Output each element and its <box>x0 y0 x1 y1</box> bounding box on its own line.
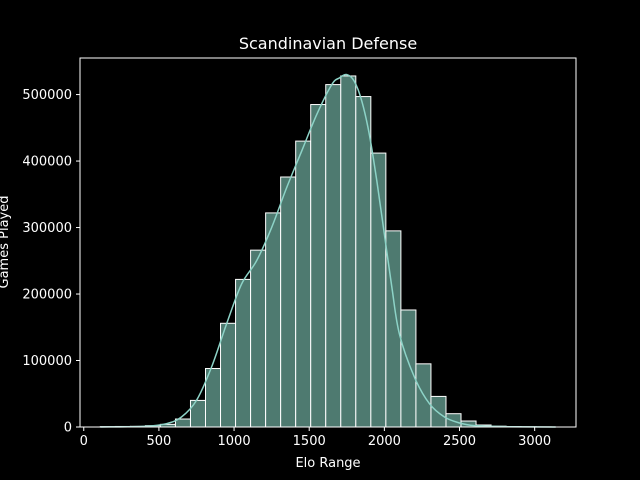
histogram-bar <box>250 249 267 428</box>
histogram-bar <box>295 140 312 428</box>
histogram-bar <box>400 309 417 428</box>
y-tick-label: 400000 <box>22 155 72 170</box>
histogram-bar <box>310 104 327 428</box>
histogram-bar <box>325 84 342 428</box>
histogram-bar <box>189 399 207 428</box>
x-tick-label: 2500 <box>443 434 476 449</box>
y-tick-label: 300000 <box>22 221 72 236</box>
y-tick-label: 500000 <box>22 88 72 103</box>
x-tick-label: 500 <box>146 434 171 449</box>
y-tick-label: 0 <box>64 421 72 436</box>
x-tick-label: 0 <box>80 434 88 449</box>
histogram-bar <box>235 278 252 428</box>
x-tick-label: 3000 <box>518 434 551 449</box>
histogram-bar <box>355 96 372 428</box>
x-tick-label: 1000 <box>218 434 251 449</box>
plot-frame <box>79 57 577 428</box>
kde-curve <box>100 73 556 428</box>
histogram-bar <box>220 322 237 428</box>
histogram-bar <box>340 75 357 428</box>
y-tick-label: 200000 <box>22 288 72 303</box>
y-axis-ticks: 0 100000 200000 300000 400000 500000 <box>22 88 80 436</box>
histogram-bar <box>265 212 282 428</box>
y-axis-label: Games Played <box>0 196 12 289</box>
chart-title: Scandinavian Defense <box>239 34 417 53</box>
x-tick-label: 2000 <box>368 434 401 449</box>
x-axis-ticks: 0 500 1000 1500 2000 2500 3000 <box>80 427 551 449</box>
histogram-bar <box>280 176 297 428</box>
histogram-bar <box>430 395 447 428</box>
y-tick-label: 100000 <box>22 354 72 369</box>
x-axis-label: Elo Range <box>295 456 360 471</box>
x-tick-label: 1500 <box>293 434 326 449</box>
bars-group <box>99 75 552 428</box>
